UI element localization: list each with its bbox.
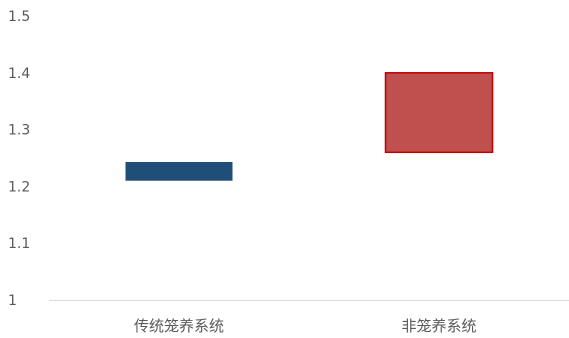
y-tick-label: 1.3 xyxy=(8,123,30,139)
range-bars xyxy=(125,72,494,181)
x-category-label: 传统笼养系统 xyxy=(134,317,224,335)
range-bar xyxy=(125,161,233,181)
y-tick-label: 1.4 xyxy=(8,66,30,82)
y-tick-label: 1.5 xyxy=(8,9,30,25)
x-category-label: 非笼养系统 xyxy=(401,317,476,335)
x-axis-category-labels: 传统笼养系统 非笼养系统 xyxy=(134,317,477,335)
y-axis-tick-labels: 1 1.1 1.2 1.3 1.4 1.5 xyxy=(8,9,30,309)
range-bar xyxy=(384,72,494,154)
y-tick-label: 1.1 xyxy=(8,236,30,252)
y-tick-label: 1.2 xyxy=(8,179,30,195)
y-tick-label: 1 xyxy=(8,293,17,309)
